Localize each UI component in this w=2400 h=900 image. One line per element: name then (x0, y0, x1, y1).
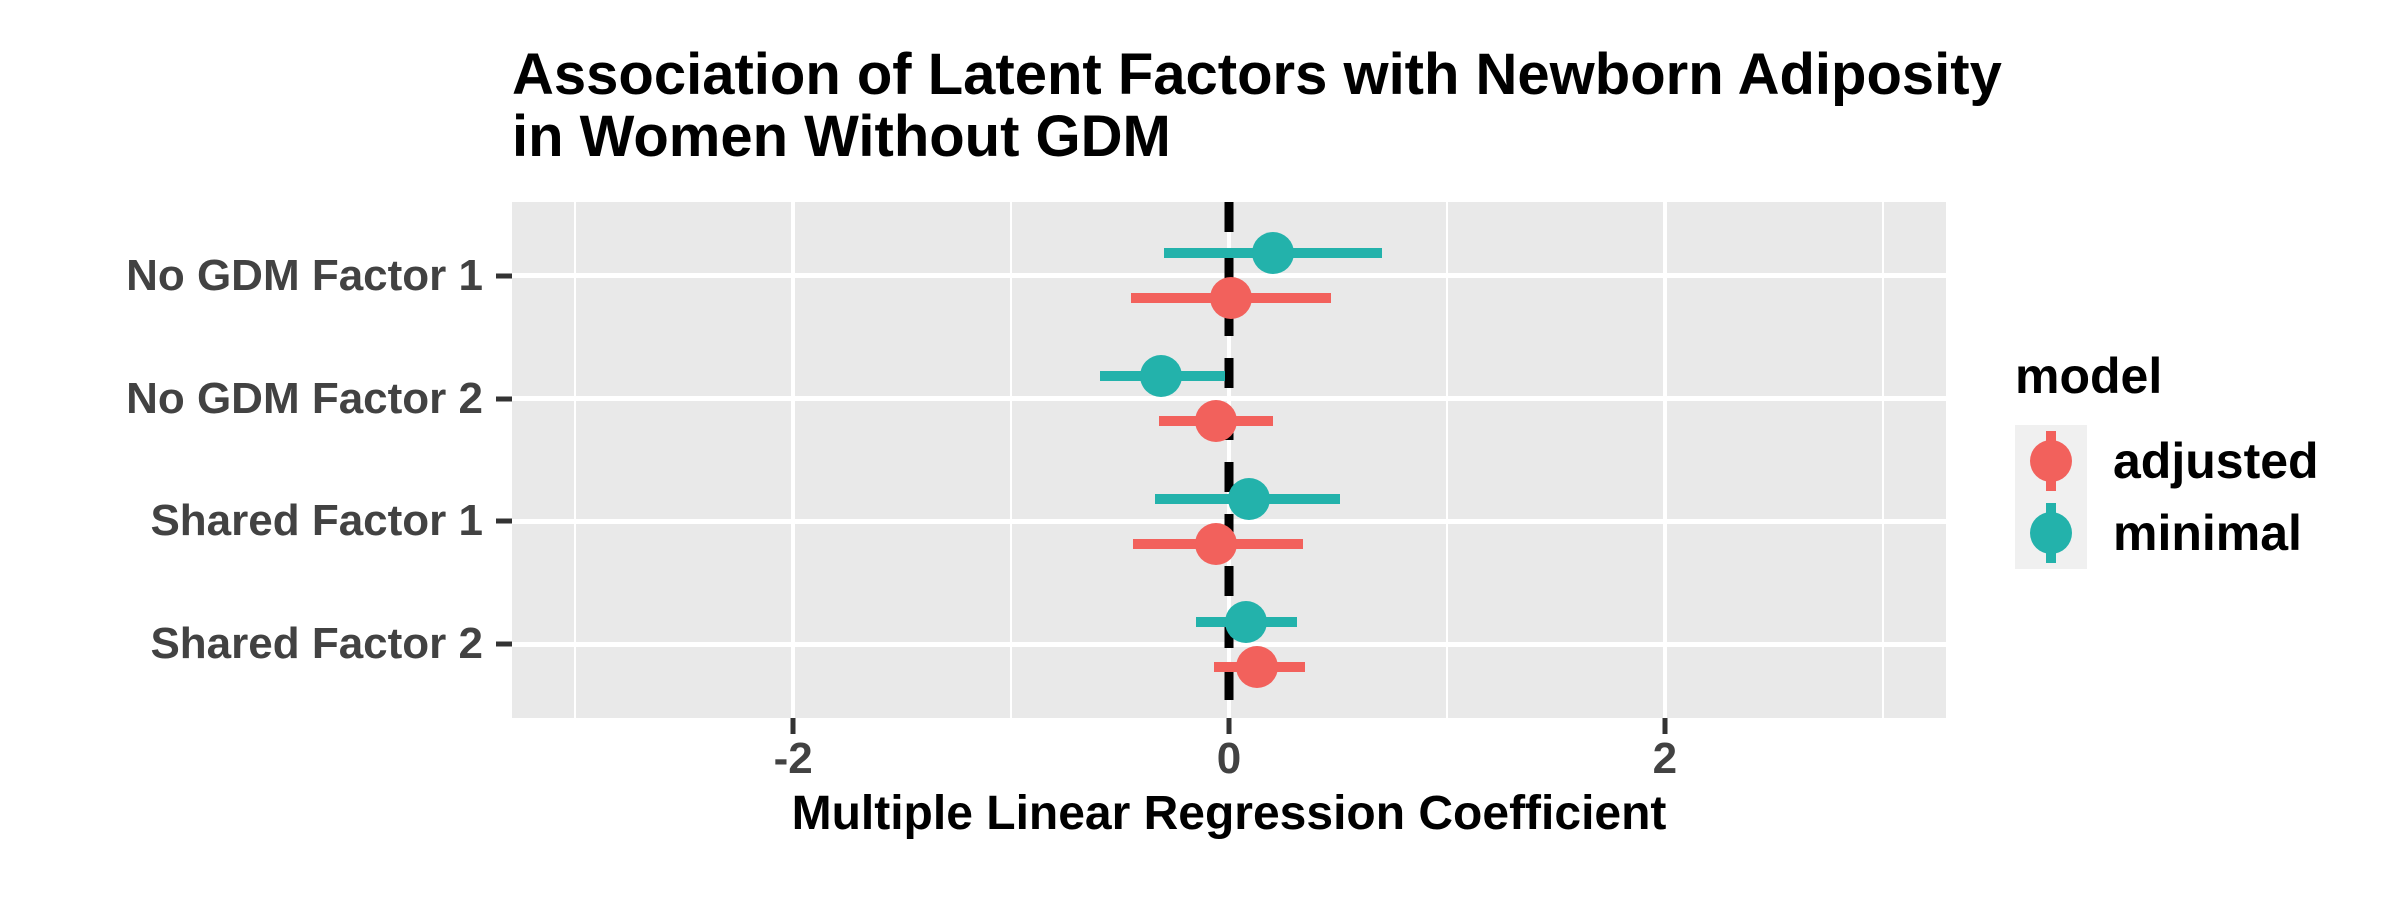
y-axis-label: Shared Factor 1 (150, 496, 483, 546)
legend-key (2015, 425, 2087, 497)
minor-gridline (1445, 202, 1448, 718)
legend-entry: adjusted (2015, 425, 2319, 497)
point-estimate (1194, 400, 1237, 443)
y-axis-label: Shared Factor 2 (150, 619, 483, 669)
y-tick-mark (496, 641, 512, 647)
x-tick-mark (1226, 718, 1232, 734)
legend-pointrange-glyph-dot (2030, 440, 2072, 482)
point-estimate (1236, 645, 1279, 688)
legend-title: model (2015, 348, 2163, 404)
minor-gridline (574, 202, 577, 718)
y-axis-label: No GDM Factor 2 (126, 373, 483, 423)
major-gridline (1662, 202, 1667, 718)
legend-entries: adjusted minimal (2015, 425, 2319, 569)
legend-key (2015, 497, 2087, 569)
y-tick-mark (496, 518, 512, 524)
major-gridline (791, 202, 796, 718)
x-axis-title: Multiple Linear Regression Coefficient (791, 787, 1667, 840)
point-estimate (1251, 232, 1294, 275)
x-tick-mark (1662, 718, 1668, 734)
x-tick-mark (790, 718, 796, 734)
legend: model adjusted minimal (2015, 348, 2319, 569)
x-tick-label: 0 (1216, 734, 1242, 783)
x-tick-label: -2 (773, 734, 813, 783)
legend-label: minimal (2113, 505, 2302, 561)
legend-label: adjusted (2113, 433, 2319, 489)
point-estimate (1227, 477, 1270, 520)
y-tick-mark (496, 396, 512, 402)
minor-gridline (1881, 202, 1884, 718)
point-estimate (1140, 355, 1183, 398)
zero-reference-line (1224, 202, 1234, 718)
legend-pointrange-glyph-dot (2030, 512, 2072, 554)
point-estimate (1225, 600, 1268, 643)
x-tick-label: 2 (1652, 734, 1678, 783)
y-axis-label: No GDM Factor 1 (126, 250, 483, 300)
chart-title: Association of Latent Factors with Newbo… (512, 42, 2002, 169)
y-tick-mark (496, 273, 512, 279)
legend-entry: minimal (2015, 497, 2319, 569)
plot-panel (512, 202, 1946, 718)
point-estimate (1194, 522, 1237, 565)
point-estimate (1210, 277, 1253, 320)
minor-gridline (1010, 202, 1013, 718)
